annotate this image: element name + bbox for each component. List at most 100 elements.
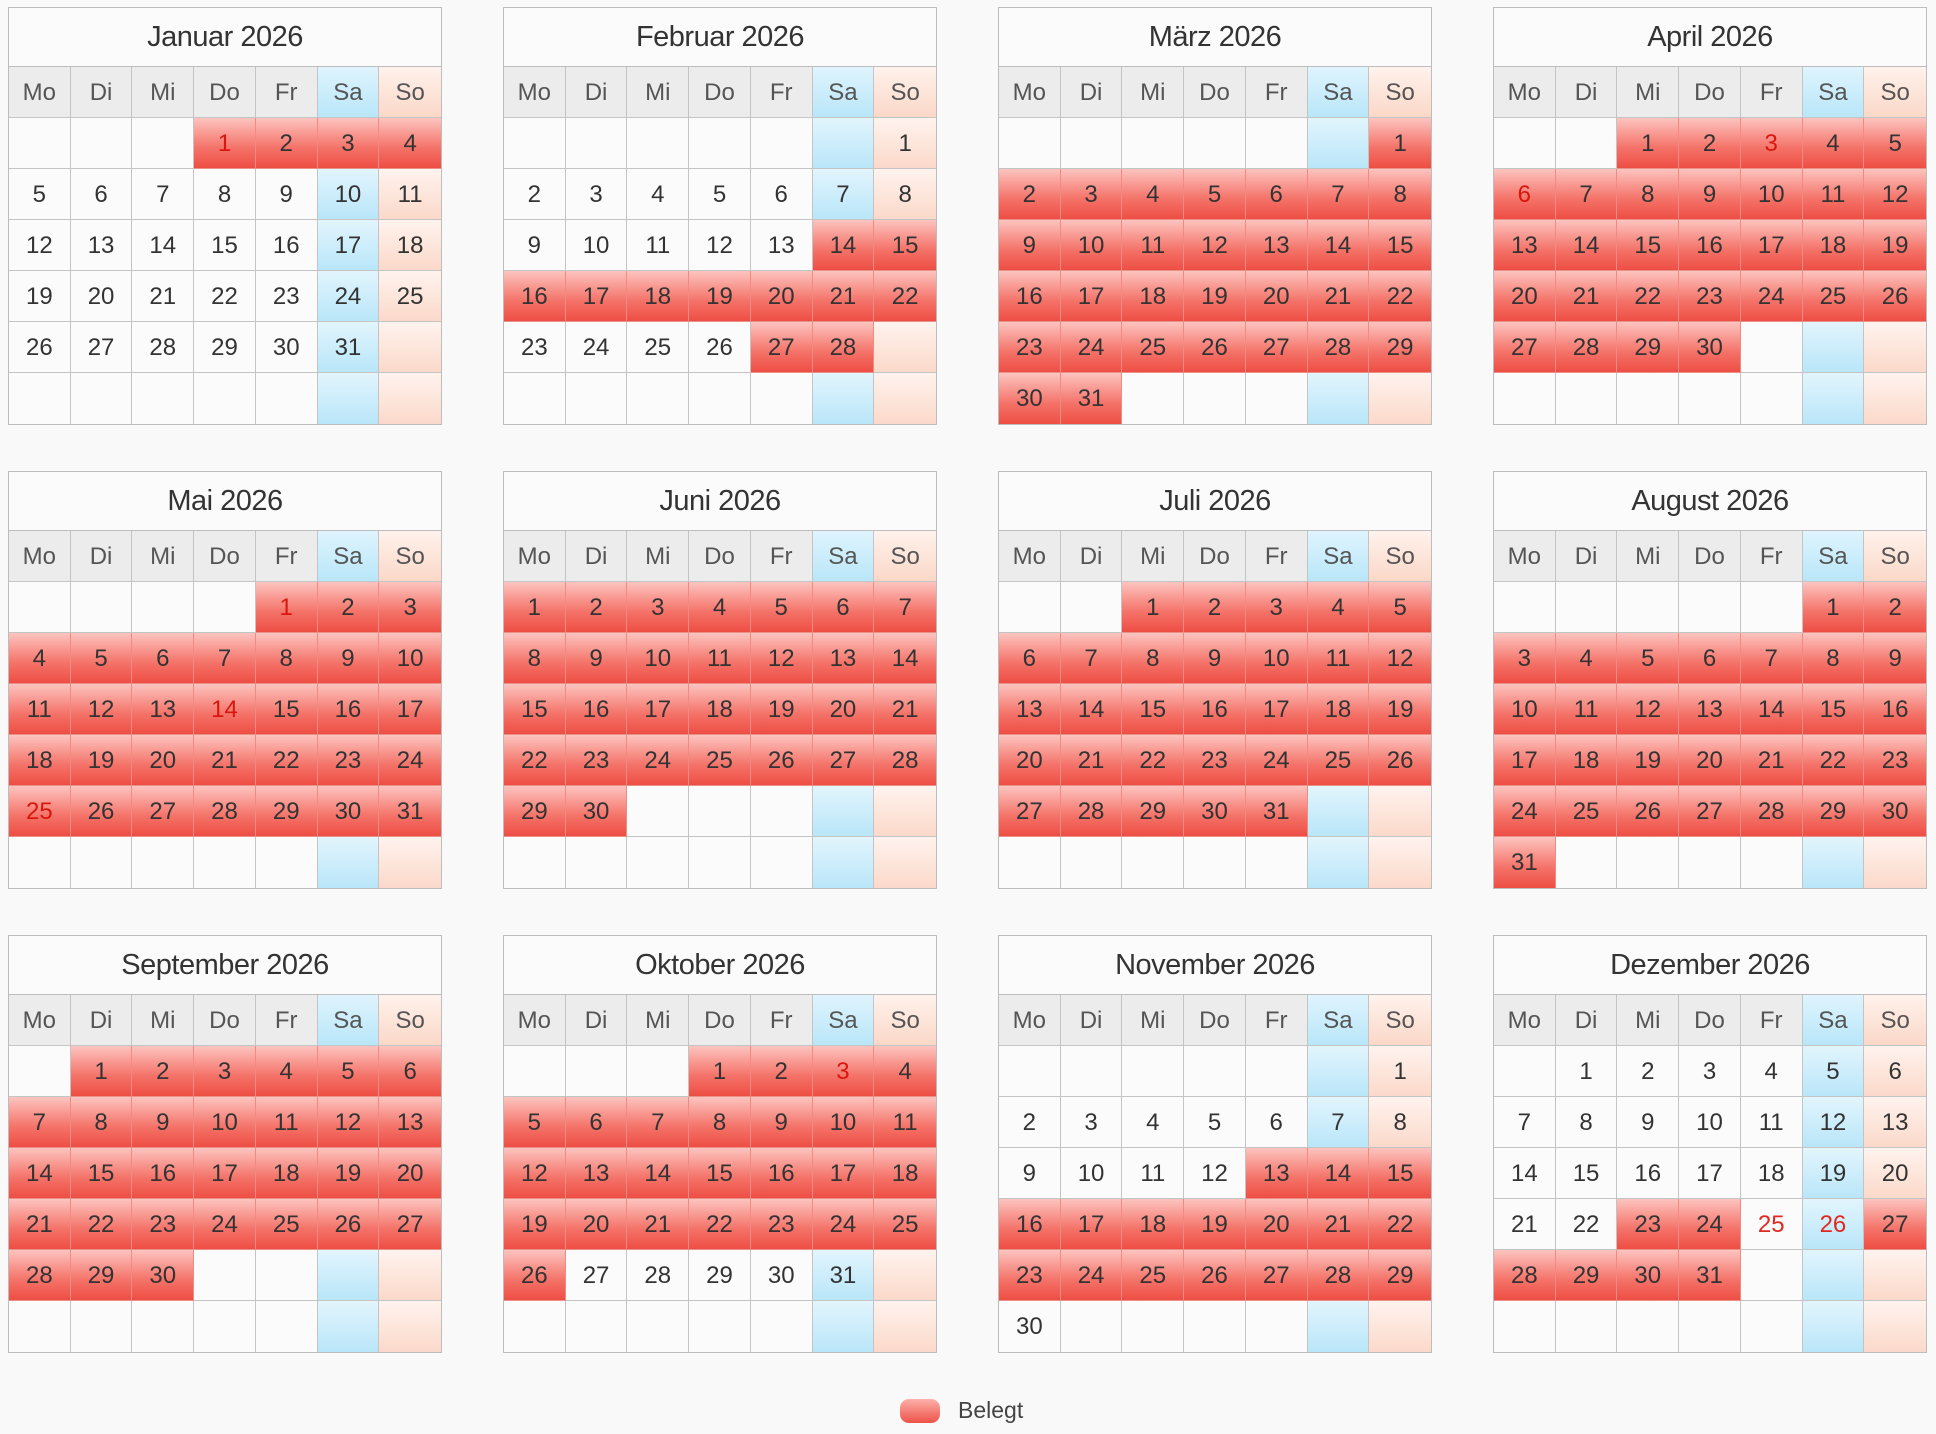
day-cell[interactable]: 8 xyxy=(689,1097,751,1148)
day-cell[interactable]: 19 xyxy=(689,271,751,322)
day-cell[interactable]: 5 xyxy=(317,1046,380,1097)
day-cell[interactable]: 25 xyxy=(1122,1250,1185,1301)
day-cell[interactable]: 10 xyxy=(1679,1097,1741,1148)
day-cell[interactable]: 5 xyxy=(70,633,133,684)
day-cell[interactable]: 15 xyxy=(255,684,318,735)
day-cell[interactable]: 5 xyxy=(1864,118,1926,169)
day-cell[interactable]: 17 xyxy=(1245,684,1308,735)
day-cell[interactable]: 13 xyxy=(750,220,813,271)
day-cell[interactable]: 30 xyxy=(1184,786,1246,837)
day-cell[interactable]: 26 xyxy=(750,735,813,786)
day-cell[interactable]: 29 xyxy=(689,1250,751,1301)
day-cell[interactable]: 15 xyxy=(1122,684,1185,735)
day-cell[interactable]: 9 xyxy=(999,220,1061,271)
day-cell[interactable]: 11 xyxy=(1307,633,1370,684)
day-cell[interactable]: 23 xyxy=(132,1199,195,1250)
day-cell[interactable]: 22 xyxy=(1617,271,1680,322)
day-cell[interactable]: 6 xyxy=(132,633,195,684)
day-cell[interactable]: 28 xyxy=(627,1250,690,1301)
day-cell[interactable]: 6 xyxy=(1245,169,1308,220)
day-cell[interactable]: 18 xyxy=(9,735,71,786)
day-cell[interactable]: 19 xyxy=(1369,684,1431,735)
day-cell[interactable]: 25 xyxy=(627,322,690,373)
day-cell[interactable]: 23 xyxy=(999,1250,1061,1301)
day-cell[interactable]: 8 xyxy=(504,633,566,684)
day-cell[interactable]: 25 xyxy=(1555,786,1618,837)
day-cell[interactable]: 26 xyxy=(70,786,133,837)
day-cell[interactable]: 2 xyxy=(1184,582,1246,633)
day-cell[interactable]: 5 xyxy=(1369,582,1431,633)
day-cell[interactable]: 14 xyxy=(194,684,256,735)
day-cell[interactable]: 19 xyxy=(9,271,71,322)
day-cell[interactable]: 29 xyxy=(1802,786,1865,837)
day-cell[interactable]: 16 xyxy=(504,271,566,322)
day-cell[interactable]: 20 xyxy=(565,1199,628,1250)
day-cell[interactable]: 30 xyxy=(999,373,1061,424)
day-cell[interactable]: 11 xyxy=(255,1097,318,1148)
day-cell[interactable]: 27 xyxy=(1494,322,1556,373)
day-cell[interactable]: 19 xyxy=(1864,220,1926,271)
day-cell[interactable]: 20 xyxy=(812,684,875,735)
day-cell[interactable]: 17 xyxy=(565,271,628,322)
day-cell[interactable]: 28 xyxy=(812,322,875,373)
day-cell[interactable]: 17 xyxy=(812,1148,875,1199)
day-cell[interactable]: 4 xyxy=(689,582,751,633)
day-cell[interactable]: 21 xyxy=(874,684,936,735)
day-cell[interactable]: 30 xyxy=(255,322,318,373)
day-cell[interactable]: 7 xyxy=(9,1097,71,1148)
day-cell[interactable]: 8 xyxy=(70,1097,133,1148)
day-cell[interactable]: 20 xyxy=(1245,271,1308,322)
day-cell[interactable]: 5 xyxy=(750,582,813,633)
day-cell[interactable]: 22 xyxy=(255,735,318,786)
day-cell[interactable]: 25 xyxy=(689,735,751,786)
day-cell[interactable]: 22 xyxy=(1122,735,1185,786)
day-cell[interactable]: 12 xyxy=(70,684,133,735)
day-cell[interactable]: 25 xyxy=(874,1199,936,1250)
day-cell[interactable]: 9 xyxy=(1184,633,1246,684)
day-cell[interactable]: 12 xyxy=(1369,633,1431,684)
day-cell[interactable]: 23 xyxy=(1864,735,1926,786)
day-cell[interactable]: 16 xyxy=(999,1199,1061,1250)
day-cell[interactable]: 8 xyxy=(255,633,318,684)
day-cell[interactable]: 15 xyxy=(1617,220,1680,271)
day-cell[interactable]: 23 xyxy=(504,322,566,373)
day-cell[interactable]: 27 xyxy=(70,322,133,373)
day-cell[interactable]: 28 xyxy=(1060,786,1123,837)
day-cell[interactable]: 10 xyxy=(1060,1148,1123,1199)
day-cell[interactable]: 23 xyxy=(750,1199,813,1250)
day-cell[interactable]: 24 xyxy=(812,1199,875,1250)
day-cell[interactable]: 26 xyxy=(9,322,71,373)
day-cell[interactable]: 1 xyxy=(1122,582,1185,633)
day-cell[interactable]: 27 xyxy=(1245,322,1308,373)
day-cell[interactable]: 4 xyxy=(1555,633,1618,684)
day-cell[interactable]: 15 xyxy=(1802,684,1865,735)
day-cell[interactable]: 8 xyxy=(1122,633,1185,684)
day-cell[interactable]: 12 xyxy=(1864,169,1926,220)
day-cell[interactable]: 17 xyxy=(1740,220,1803,271)
day-cell[interactable]: 26 xyxy=(1369,735,1431,786)
day-cell[interactable]: 8 xyxy=(194,169,256,220)
day-cell[interactable]: 29 xyxy=(194,322,256,373)
day-cell[interactable]: 28 xyxy=(1494,1250,1556,1301)
day-cell[interactable]: 12 xyxy=(1617,684,1680,735)
day-cell[interactable]: 20 xyxy=(999,735,1061,786)
day-cell[interactable]: 20 xyxy=(1679,735,1741,786)
day-cell[interactable]: 24 xyxy=(1060,1250,1123,1301)
day-cell[interactable]: 28 xyxy=(1307,322,1370,373)
day-cell[interactable]: 24 xyxy=(1060,322,1123,373)
day-cell[interactable]: 26 xyxy=(1184,1250,1246,1301)
day-cell[interactable]: 22 xyxy=(1369,271,1431,322)
day-cell[interactable]: 9 xyxy=(132,1097,195,1148)
day-cell[interactable]: 19 xyxy=(504,1199,566,1250)
day-cell[interactable]: 19 xyxy=(750,684,813,735)
day-cell[interactable]: 9 xyxy=(504,220,566,271)
day-cell[interactable]: 21 xyxy=(1307,271,1370,322)
day-cell[interactable]: 21 xyxy=(1555,271,1618,322)
day-cell[interactable]: 25 xyxy=(255,1199,318,1250)
day-cell[interactable]: 24 xyxy=(565,322,628,373)
day-cell[interactable]: 3 xyxy=(1060,169,1123,220)
day-cell[interactable]: 1 xyxy=(255,582,318,633)
day-cell[interactable]: 13 xyxy=(812,633,875,684)
day-cell[interactable]: 12 xyxy=(9,220,71,271)
day-cell[interactable]: 18 xyxy=(1122,1199,1185,1250)
